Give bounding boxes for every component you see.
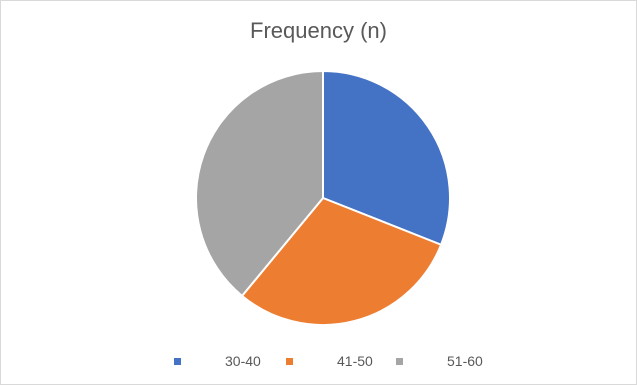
- legend-swatch-51-60: [396, 357, 403, 365]
- legend-swatch-41-50: [286, 357, 293, 365]
- chart-title: Frequency (n): [250, 18, 387, 43]
- pie-slice-30-40: [322, 69, 451, 247]
- legend-item-51-60: 51-60: [396, 350, 483, 372]
- legend-label-30-40: 30-40: [225, 353, 261, 369]
- legend-label-41-50: 41-50: [337, 353, 373, 369]
- legend-item-30-40: 30-40: [174, 350, 261, 372]
- pie-slice-41-50: [240, 196, 443, 326]
- legend-swatch-30-40: [174, 357, 181, 365]
- pie-slice-51-60: [195, 69, 324, 298]
- legend: 30-40 41-50 51-60: [0, 350, 637, 372]
- pie-slices: [195, 69, 451, 326]
- legend-item-41-50: 41-50: [286, 350, 373, 372]
- legend-label-51-60: 51-60: [447, 353, 483, 369]
